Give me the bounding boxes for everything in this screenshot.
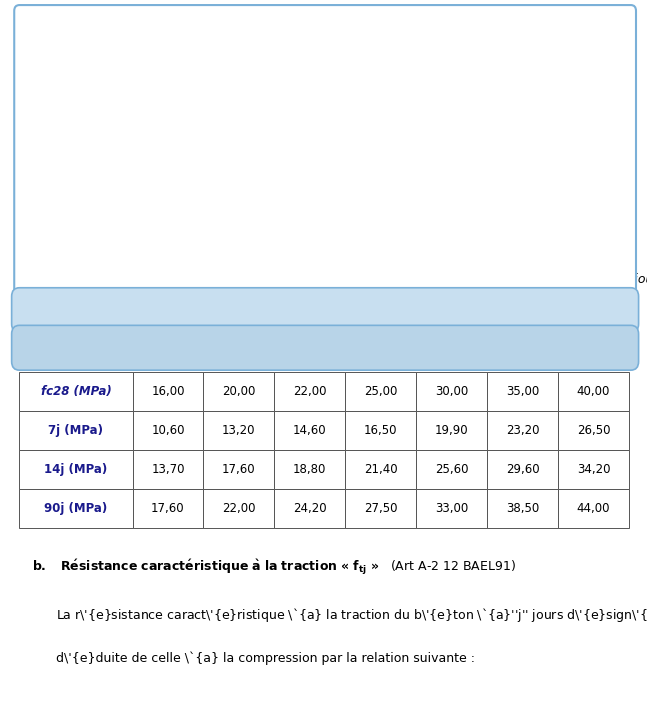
Text: 29,60: 29,60: [506, 463, 540, 476]
Bar: [19, 372, 133, 411]
Bar: [203, 450, 274, 489]
Bar: [274, 411, 345, 450]
Text: j (jours): j (jours): [622, 273, 647, 286]
Bar: [345, 450, 416, 489]
Text: 19,90: 19,90: [435, 424, 468, 437]
Bar: [274, 450, 345, 489]
Bar: [416, 450, 487, 489]
Text: 30,00: 30,00: [435, 385, 468, 398]
Text: 44,00: 44,00: [576, 502, 610, 515]
Bar: [345, 372, 416, 411]
Text: 90j (MPa): 90j (MPa): [45, 502, 107, 515]
Text: $\mathit{\mathbf{b.}}$$\quad$$\mathit{\mathbf{R\'{e}sistance\ caract\'{e}ristiqu: $\mathit{\mathbf{b.}}$$\quad$$\mathit{\m…: [32, 557, 516, 577]
Bar: [487, 411, 558, 450]
Text: 14,60: 14,60: [293, 424, 327, 437]
Text: 13,70: 13,70: [151, 463, 185, 476]
Bar: [19, 489, 133, 528]
Text: 13,20: 13,20: [222, 424, 256, 437]
Text: 14j (MPa): 14j (MPa): [45, 463, 107, 476]
Text: 16,00: 16,00: [151, 385, 185, 398]
Bar: [416, 411, 487, 450]
Bar: [487, 372, 558, 411]
Text: 40,00: 40,00: [577, 385, 610, 398]
Text: 26,50: 26,50: [576, 424, 610, 437]
Text: $f_{c28}$: $f_{c28}$: [120, 85, 142, 101]
Text: 18,80: 18,80: [293, 463, 327, 476]
Bar: [203, 411, 274, 450]
Bar: [345, 489, 416, 528]
Bar: [133, 411, 203, 450]
Text: 33,00: 33,00: [435, 502, 468, 515]
Bar: [133, 372, 203, 411]
Text: $1.1\,f_{c28}$: $1.1\,f_{c28}$: [101, 67, 142, 84]
Bar: [487, 450, 558, 489]
Text: 25,00: 25,00: [364, 385, 397, 398]
Text: 22,00: 22,00: [222, 502, 256, 515]
Text: 24,20: 24,20: [293, 502, 327, 515]
Text: 7j (MPa): 7j (MPa): [49, 424, 104, 437]
Bar: [345, 411, 416, 450]
Text: La r\'{e}sistance caract\'{e}ristique \`{a} la traction du b\'{e}ton \`{a}''j'' : La r\'{e}sistance caract\'{e}ristique \`…: [56, 607, 647, 625]
Text: fc28 (MPa): fc28 (MPa): [41, 385, 111, 398]
Bar: [558, 450, 629, 489]
Text: $f_{cj}$: $f_{cj}$: [142, 26, 157, 44]
Text: 17,60: 17,60: [151, 502, 185, 515]
Text: 23,20: 23,20: [506, 424, 540, 437]
Text: 34,20: 34,20: [576, 463, 610, 476]
Text: 17,60: 17,60: [222, 463, 256, 476]
Text: 25,60: 25,60: [435, 463, 468, 476]
Bar: [558, 411, 629, 450]
Text: 16,50: 16,50: [364, 424, 397, 437]
Text: $\mathbf{Figure\ I.3\ :}$ $\mathit{Evolution\ de\ la\ r\'{e}sistance\ }$$\mathit: $\mathbf{Figure\ I.3\ :}$ $\mathit{Evolu…: [35, 300, 494, 320]
Text: 21,40: 21,40: [364, 463, 397, 476]
Bar: [133, 489, 203, 528]
Bar: [274, 372, 345, 411]
Bar: [416, 372, 487, 411]
Bar: [558, 489, 629, 528]
Bar: [558, 372, 629, 411]
Bar: [19, 450, 133, 489]
Bar: [416, 489, 487, 528]
Text: 22,00: 22,00: [293, 385, 327, 398]
Text: 20,00: 20,00: [222, 385, 256, 398]
Bar: [487, 489, 558, 528]
Text: $f_{c28}$ > 40 MPa: $f_{c28}$ > 40 MPa: [342, 95, 428, 147]
Text: 10,60: 10,60: [151, 424, 185, 437]
Text: 38,50: 38,50: [506, 502, 539, 515]
Bar: [203, 489, 274, 528]
Text: 27,50: 27,50: [364, 502, 397, 515]
Text: $\mathbf{Tableau.\ I.1\ :}$ La r\'{e}sistance $f_{cj}$ du b\'{e}ton \`{a} 7 jour: $\mathbf{Tableau.\ I.1\ :}$ La r\'{e}sis…: [35, 338, 560, 357]
Text: 35,00: 35,00: [506, 385, 539, 398]
Text: d\'{e}duite de celle \`{a} la compression par la relation suivante :: d\'{e}duite de celle \`{a} la compressio…: [56, 651, 475, 665]
Bar: [19, 411, 133, 450]
Bar: [203, 372, 274, 411]
Bar: [274, 489, 345, 528]
Text: $f_{c28}$ < 40 MPa: $f_{c28}$ < 40 MPa: [364, 32, 540, 73]
Bar: [133, 450, 203, 489]
